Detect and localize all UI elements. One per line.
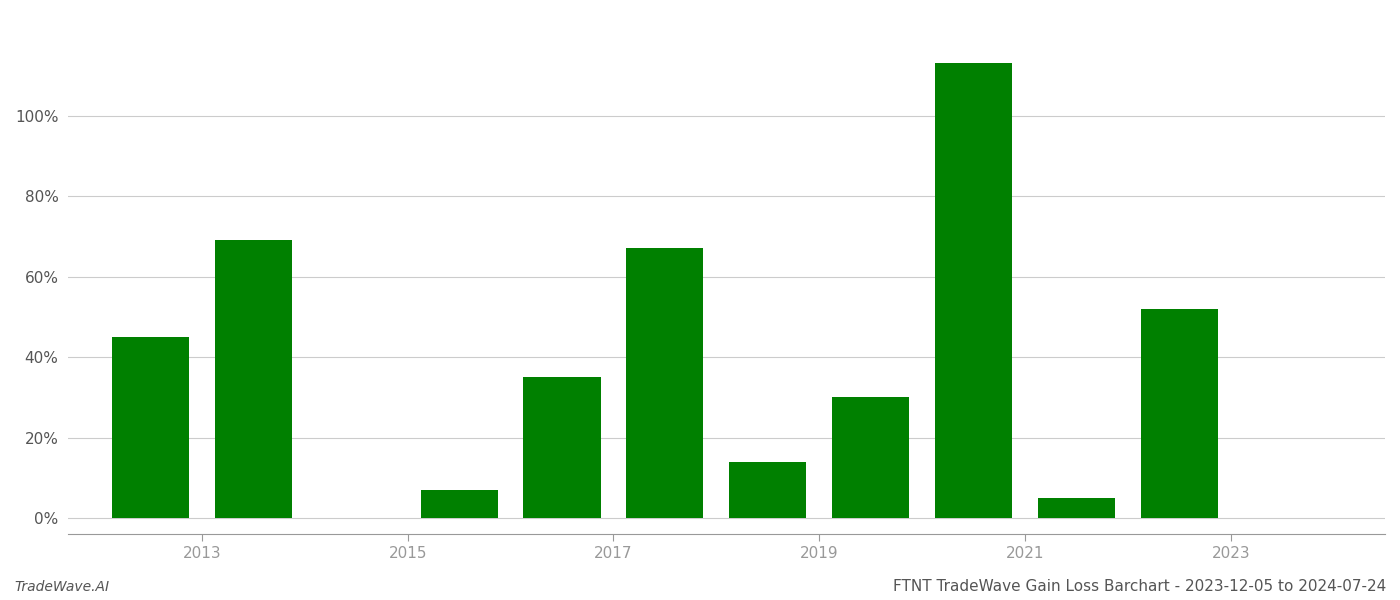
Bar bbox=[524, 377, 601, 518]
Bar bbox=[1037, 498, 1114, 518]
Bar bbox=[420, 490, 498, 518]
Bar bbox=[112, 337, 189, 518]
Bar bbox=[832, 397, 909, 518]
Bar bbox=[626, 248, 703, 518]
Text: TradeWave.AI: TradeWave.AI bbox=[14, 580, 109, 594]
Bar bbox=[935, 63, 1012, 518]
Bar bbox=[214, 241, 293, 518]
Bar bbox=[1141, 309, 1218, 518]
Bar bbox=[729, 462, 806, 518]
Text: FTNT TradeWave Gain Loss Barchart - 2023-12-05 to 2024-07-24: FTNT TradeWave Gain Loss Barchart - 2023… bbox=[893, 579, 1386, 594]
